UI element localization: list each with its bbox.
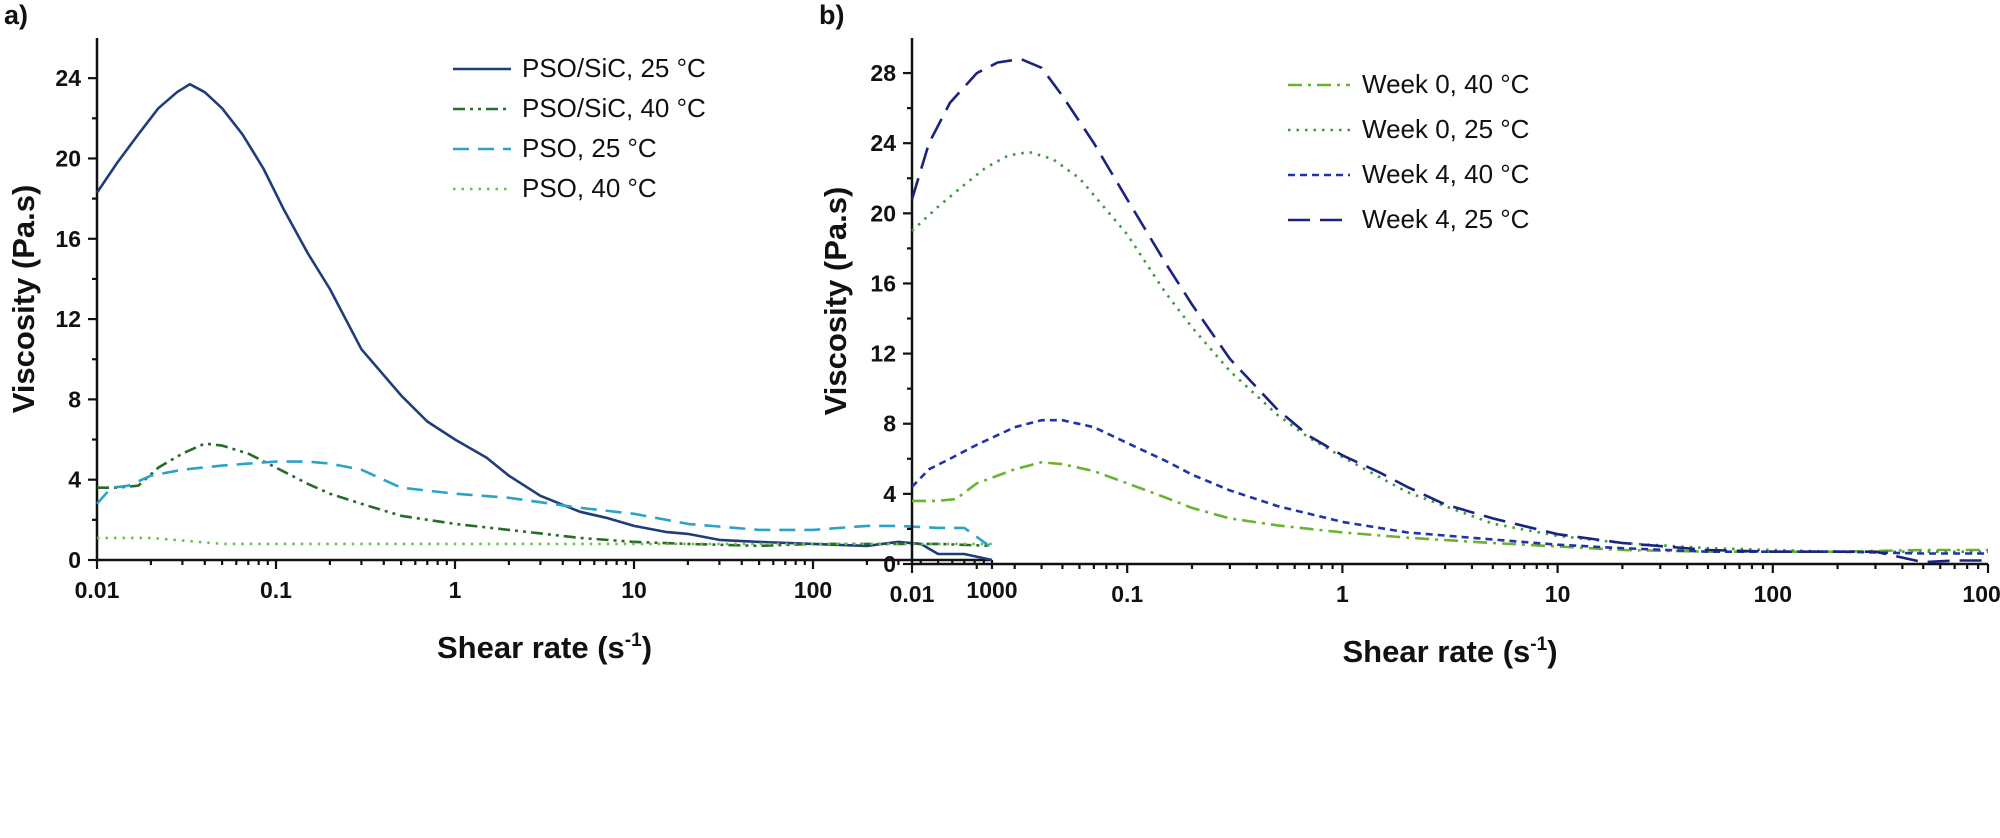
x-tick-label: 10: [1545, 581, 1571, 607]
chart-panel-b: b) 0.01 0.1 1 10 100 1000 0 4 8 12 16 20 24 28 Shear ra…: [818, 0, 2000, 669]
legend-label-4: Week 4, 25 °C: [1362, 204, 1529, 234]
x-tick-label: 100: [1754, 581, 1792, 607]
x-axis-title: Shear rate (s-1): [437, 630, 652, 665]
x-axis-title-main: Shear rate (s: [437, 630, 625, 665]
y-axis-title: Viscosity (Pa.s): [6, 185, 41, 414]
x-tick-label: 0.1: [1111, 581, 1143, 607]
x-axis-title-sup: -1: [1530, 634, 1547, 655]
y-tick-label: 8: [68, 386, 81, 412]
y-axis-title: Viscosity (Pa.s): [818, 187, 853, 416]
legend-label-3: Week 4, 40 °C: [1362, 159, 1529, 189]
y-tick-label: 16: [55, 226, 81, 252]
x-tick-label: 0.01: [75, 577, 120, 603]
legend-label-3: PSO, 25 °C: [522, 133, 657, 163]
x-tick-label: 100: [794, 577, 832, 603]
series-line-1: [912, 460, 1988, 554]
y-tick-label: 24: [55, 65, 81, 91]
y-tick-label: 20: [55, 145, 81, 171]
legend-label-4: PSO, 40 °C: [522, 173, 657, 203]
y-tick-label: 24: [870, 130, 896, 156]
legend-label-2: Week 0, 25 °C: [1362, 114, 1529, 144]
series-line-2: [911, 150, 1988, 554]
y-tick-label: 16: [870, 270, 896, 296]
series-line-3: [911, 418, 1988, 555]
x-tick-label: 0.01: [890, 581, 935, 607]
y-tick-label: 20: [870, 200, 896, 226]
y-tick-label: 0: [68, 547, 81, 573]
series-line-1: [95, 82, 993, 562]
panel-label-a: a): [4, 0, 28, 30]
legend-label-2: PSO/SiC, 40 °C: [522, 93, 706, 123]
panel-label-b: b): [819, 0, 844, 30]
series-line-2: [97, 442, 993, 548]
y-tick-label: 28: [870, 60, 896, 86]
x-tick-label: 1000: [1962, 581, 2000, 607]
x-axis-title-close: ): [1547, 634, 1557, 669]
y-tick-label: 4: [68, 467, 81, 493]
y-tick-label: 12: [870, 341, 896, 367]
x-tick-label: 1: [449, 577, 462, 603]
series-line-3: [96, 460, 993, 550]
y-tick-label: 4: [883, 481, 896, 507]
y-tick-label: 0: [883, 551, 896, 577]
x-tick-label: 1: [1336, 581, 1349, 607]
y-tick-label: 12: [55, 306, 81, 332]
x-tick-label: 1000: [966, 577, 1017, 603]
x-tick-label: 10: [621, 577, 647, 603]
x-tick-label: 0.1: [260, 577, 292, 603]
series-line-4: [97, 536, 992, 546]
y-tick-label: 8: [883, 411, 896, 437]
x-axis-title: Shear rate (s-1): [1342, 634, 1557, 669]
x-axis-title-close: ): [642, 630, 652, 665]
x-axis-title-sup: -1: [625, 630, 642, 651]
legend-label-1: PSO/SiC, 25 °C: [522, 53, 706, 83]
chart-panel-a: a) 0.01 0.1 1 10 100 1000 0 4 8 12 16 20 24 Shear rate…: [4, 0, 1018, 665]
legend-label-1: Week 0, 40 °C: [1362, 69, 1529, 99]
x-axis-title-main: Shear rate (s: [1342, 634, 1530, 669]
